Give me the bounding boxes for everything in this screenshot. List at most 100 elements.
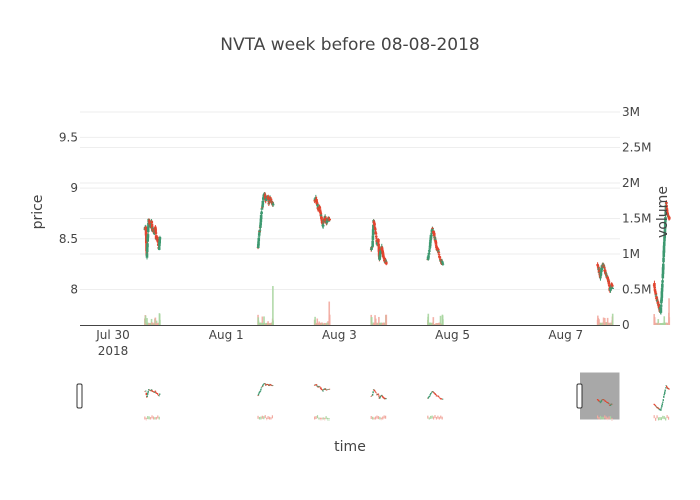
x-tick-label: Jul 30 bbox=[95, 328, 130, 342]
volume-bar bbox=[603, 317, 606, 325]
candle-body bbox=[608, 284, 611, 287]
candle-body bbox=[667, 216, 671, 220]
volume-bar bbox=[439, 315, 442, 325]
candle-body bbox=[603, 267, 606, 269]
slider-volume bbox=[380, 417, 382, 421]
x-tick-sublabel: 2018 bbox=[98, 344, 129, 358]
candle-body bbox=[259, 214, 263, 220]
volume-bar bbox=[158, 314, 161, 325]
slider-volume bbox=[147, 416, 149, 420]
slider-volume bbox=[667, 416, 670, 420]
gridlines bbox=[80, 111, 620, 290]
slider-volume bbox=[257, 415, 259, 419]
candle-body bbox=[373, 228, 377, 230]
slider-volume bbox=[268, 416, 271, 420]
range-slider[interactable] bbox=[76, 371, 670, 421]
slider-volume bbox=[655, 417, 657, 421]
slider-volume bbox=[264, 415, 266, 419]
candle-body bbox=[371, 235, 375, 240]
slider-volume bbox=[318, 417, 320, 421]
candle-body bbox=[661, 273, 665, 279]
candle-body bbox=[154, 232, 158, 234]
candle-body bbox=[313, 200, 316, 202]
volume-bar bbox=[385, 314, 388, 325]
candle-body bbox=[265, 199, 268, 201]
slider-volume bbox=[599, 415, 602, 419]
candle-body bbox=[426, 257, 430, 260]
candle-body bbox=[662, 250, 666, 257]
volume-bar bbox=[668, 317, 671, 325]
slider-volume bbox=[316, 415, 319, 419]
volume-bar bbox=[261, 316, 264, 325]
candle-body bbox=[321, 224, 325, 227]
slider-handle-right[interactable] bbox=[576, 383, 583, 409]
candle-body bbox=[377, 246, 381, 252]
candle-body bbox=[385, 261, 388, 265]
candle-body bbox=[318, 207, 322, 209]
candle-body bbox=[158, 236, 162, 240]
slider-volume bbox=[384, 415, 387, 419]
slider-volume bbox=[605, 416, 607, 420]
candle-body bbox=[663, 231, 667, 239]
volume-bar bbox=[328, 314, 331, 325]
slider-volume bbox=[260, 416, 262, 420]
slider-volume bbox=[322, 417, 324, 421]
candle-body bbox=[257, 237, 261, 242]
candle-body bbox=[663, 228, 667, 233]
slider-volume bbox=[660, 417, 662, 421]
volume-bar bbox=[370, 317, 373, 325]
slider-volume bbox=[328, 417, 330, 421]
candle-body bbox=[147, 222, 150, 228]
candle-body bbox=[374, 233, 378, 235]
slider-volume bbox=[148, 416, 150, 420]
volume-bar bbox=[611, 313, 614, 325]
candle-body bbox=[653, 283, 656, 287]
slider-volume bbox=[657, 417, 660, 421]
slider-volume bbox=[321, 417, 323, 421]
volume-bar bbox=[606, 317, 609, 325]
candle-body bbox=[144, 234, 148, 244]
slider-volume bbox=[157, 415, 159, 419]
candle-body bbox=[437, 249, 440, 251]
candle-body bbox=[662, 245, 666, 253]
slider-volume bbox=[372, 416, 374, 420]
slider-volume bbox=[314, 416, 316, 420]
volume-bar bbox=[608, 322, 611, 325]
y2-tick-label: 1.5M bbox=[622, 212, 651, 226]
volume-bar bbox=[156, 323, 158, 325]
candle-body bbox=[320, 217, 323, 220]
volume-bar bbox=[380, 322, 383, 325]
slider-volume bbox=[326, 417, 329, 421]
candle-body bbox=[374, 235, 378, 238]
candle-body bbox=[653, 286, 656, 289]
candle-body bbox=[148, 221, 151, 225]
slider-volume bbox=[158, 416, 160, 420]
candle-body bbox=[328, 218, 332, 220]
candle-body bbox=[377, 243, 380, 246]
candle-body bbox=[257, 241, 260, 246]
candle-body bbox=[441, 263, 445, 265]
candle-body bbox=[372, 224, 375, 231]
candle-body bbox=[267, 197, 270, 200]
candle-body bbox=[262, 196, 265, 199]
slider-volume bbox=[151, 415, 153, 419]
slider-volume bbox=[379, 416, 381, 420]
candle-body bbox=[324, 218, 328, 221]
candle-body bbox=[664, 216, 667, 222]
candle-body bbox=[145, 247, 149, 253]
slider-volume bbox=[155, 416, 157, 420]
candle-body bbox=[660, 291, 664, 298]
candle-body bbox=[373, 223, 376, 226]
slider-handle-left[interactable] bbox=[76, 383, 83, 409]
slider-volume bbox=[152, 416, 155, 420]
y2-tick-label: 1M bbox=[622, 247, 640, 261]
slider-volume bbox=[659, 417, 661, 421]
slider-volume bbox=[663, 416, 665, 420]
price-candles bbox=[143, 192, 671, 315]
candle-body bbox=[665, 208, 669, 211]
volume-bar bbox=[602, 317, 605, 325]
volume-bar bbox=[432, 317, 435, 325]
x-tick-label: Aug 1 bbox=[209, 328, 244, 342]
volume-bar bbox=[657, 319, 660, 325]
